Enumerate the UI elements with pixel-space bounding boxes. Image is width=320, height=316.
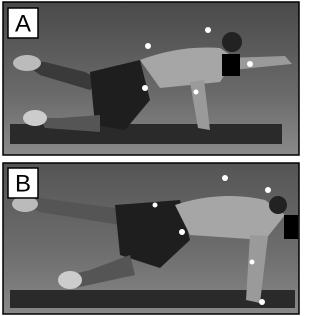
panel-a: A [3,2,299,155]
panel-label: A [15,11,31,38]
figure: A B [0,0,302,316]
panel-b: B [3,163,299,314]
page: A B (() => { const data = JSON.parse(doc… [0,0,302,316]
panel-label: B [15,171,31,198]
